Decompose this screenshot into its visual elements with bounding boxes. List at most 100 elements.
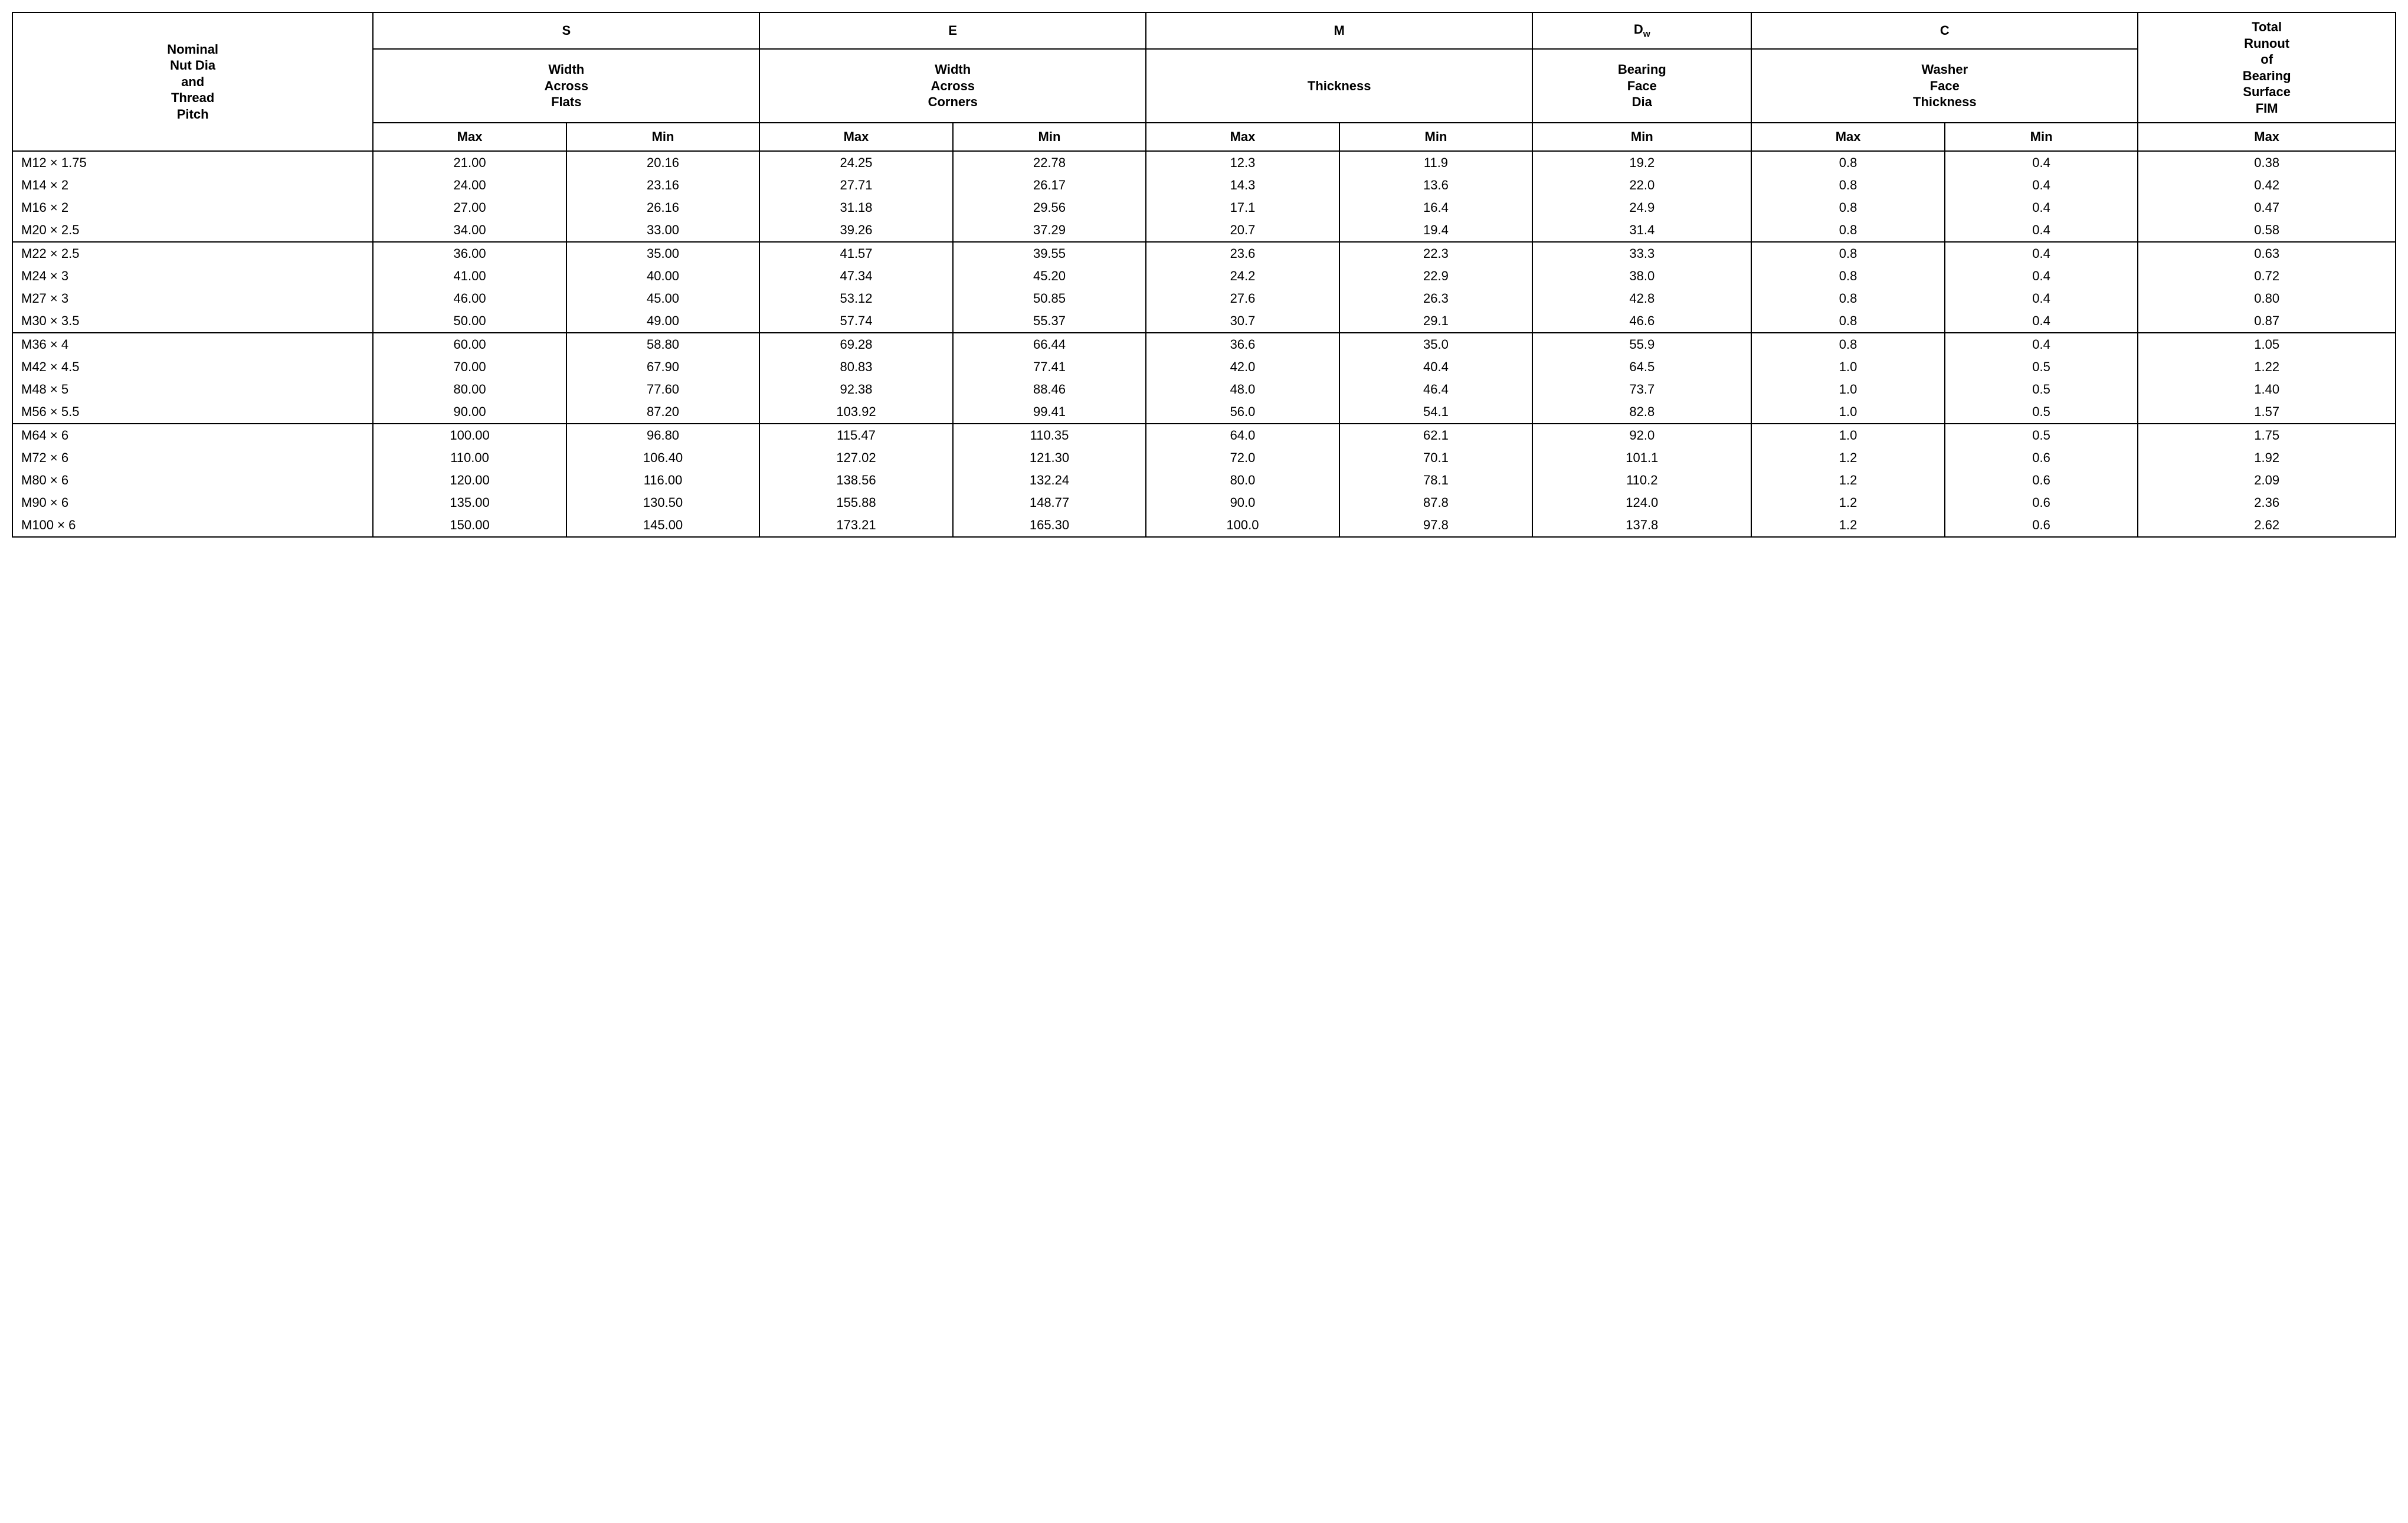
cell-value: 0.8 [1751,219,1944,242]
cell-value: 40.00 [566,265,759,287]
cell-value: 2.09 [2138,469,2396,492]
hdr-e-sym: E [759,12,1146,49]
cell-value: 39.55 [953,242,1146,265]
hdr-e-min: Min [953,123,1146,151]
cell-value: 1.57 [2138,401,2396,424]
cell-value: 116.00 [566,469,759,492]
cell-value: 24.2 [1146,265,1339,287]
cell-value: 33.00 [566,219,759,242]
cell-value: 0.80 [2138,287,2396,310]
cell-value: 145.00 [566,514,759,537]
cell-value: 24.25 [759,151,952,174]
cell-value: 80.00 [373,378,566,401]
cell-value: 77.41 [953,356,1146,378]
cell-value: 47.34 [759,265,952,287]
nut-dimensions-table: NominalNut DiaandThreadPitch S E M Dw C … [12,12,2396,538]
cell-value: 0.4 [1945,151,2138,174]
table-row: M48 × 580.0077.6092.3888.4648.046.473.71… [12,378,2396,401]
cell-value: 54.1 [1339,401,1532,424]
cell-value: 64.0 [1146,424,1339,447]
hdr-c-sym: C [1751,12,2138,49]
cell-value: 1.0 [1751,424,1944,447]
cell-value: 120.00 [373,469,566,492]
cell-nominal: M90 × 6 [12,492,373,514]
cell-value: 1.2 [1751,514,1944,537]
hdr-s-label: WidthAcrossFlats [373,49,759,123]
cell-value: 37.29 [953,219,1146,242]
table-row: M24 × 341.0040.0047.3445.2024.222.938.00… [12,265,2396,287]
cell-value: 72.0 [1146,447,1339,469]
cell-value: 0.8 [1751,287,1944,310]
cell-value: 53.12 [759,287,952,310]
cell-value: 155.88 [759,492,952,514]
cell-value: 0.4 [1945,333,2138,356]
cell-value: 1.92 [2138,447,2396,469]
hdr-nominal: NominalNut DiaandThreadPitch [12,12,373,151]
table-row: M27 × 346.0045.0053.1250.8527.626.342.80… [12,287,2396,310]
cell-value: 0.47 [2138,196,2396,219]
cell-value: 11.9 [1339,151,1532,174]
cell-nominal: M12 × 1.75 [12,151,373,174]
cell-value: 1.0 [1751,378,1944,401]
cell-value: 56.0 [1146,401,1339,424]
cell-value: 0.4 [1945,310,2138,333]
cell-value: 165.30 [953,514,1146,537]
cell-value: 69.28 [759,333,952,356]
cell-value: 0.8 [1751,265,1944,287]
cell-value: 13.6 [1339,174,1532,196]
cell-value: 48.0 [1146,378,1339,401]
cell-value: 110.2 [1532,469,1751,492]
cell-value: 33.3 [1532,242,1751,265]
hdr-s-min: Min [566,123,759,151]
cell-value: 70.1 [1339,447,1532,469]
cell-value: 73.7 [1532,378,1751,401]
hdr-c-label: WasherFaceThickness [1751,49,2138,123]
cell-value: 41.57 [759,242,952,265]
cell-value: 42.8 [1532,287,1751,310]
cell-value: 82.8 [1532,401,1751,424]
cell-value: 62.1 [1339,424,1532,447]
cell-value: 1.05 [2138,333,2396,356]
table-head: NominalNut DiaandThreadPitch S E M Dw C … [12,12,2396,151]
cell-value: 24.00 [373,174,566,196]
cell-value: 20.7 [1146,219,1339,242]
cell-value: 0.4 [1945,196,2138,219]
cell-value: 138.56 [759,469,952,492]
cell-value: 0.58 [2138,219,2396,242]
cell-value: 1.22 [2138,356,2396,378]
cell-value: 124.0 [1532,492,1751,514]
cell-value: 88.46 [953,378,1146,401]
cell-value: 22.78 [953,151,1146,174]
table-row: M36 × 460.0058.8069.2866.4436.635.055.90… [12,333,2396,356]
cell-value: 130.50 [566,492,759,514]
cell-value: 87.8 [1339,492,1532,514]
cell-value: 0.4 [1945,174,2138,196]
cell-nominal: M27 × 3 [12,287,373,310]
hdr-s-sym: S [373,12,759,49]
cell-value: 0.8 [1751,196,1944,219]
cell-value: 101.1 [1532,447,1751,469]
cell-value: 135.00 [373,492,566,514]
cell-nominal: M14 × 2 [12,174,373,196]
cell-value: 66.44 [953,333,1146,356]
cell-value: 22.9 [1339,265,1532,287]
cell-value: 35.0 [1339,333,1532,356]
hdr-dw-min: Min [1532,123,1751,151]
cell-value: 22.0 [1532,174,1751,196]
cell-nominal: M80 × 6 [12,469,373,492]
cell-nominal: M16 × 2 [12,196,373,219]
cell-value: 45.20 [953,265,1146,287]
hdr-m-max: Max [1146,123,1339,151]
cell-value: 99.41 [953,401,1146,424]
cell-value: 0.8 [1751,242,1944,265]
cell-value: 0.63 [2138,242,2396,265]
cell-value: 30.7 [1146,310,1339,333]
cell-value: 0.38 [2138,151,2396,174]
cell-value: 1.0 [1751,401,1944,424]
cell-value: 0.5 [1945,401,2138,424]
cell-value: 67.90 [566,356,759,378]
hdr-e-label: WidthAcrossCorners [759,49,1146,123]
hdr-m-sym: M [1146,12,1532,49]
table-row: M100 × 6150.00145.00173.21165.30100.097.… [12,514,2396,537]
cell-value: 26.3 [1339,287,1532,310]
